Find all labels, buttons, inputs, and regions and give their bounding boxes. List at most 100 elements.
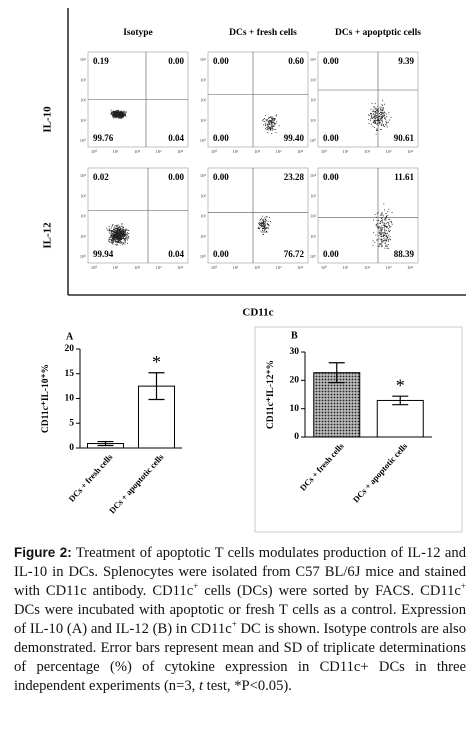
axis-tick-label: 10⁴ (297, 149, 304, 154)
event-dot (125, 113, 126, 115)
event-dot (381, 246, 383, 248)
event-dot (379, 114, 381, 116)
event-dot (124, 115, 126, 117)
event-dot (264, 227, 266, 229)
event-dot (272, 117, 274, 119)
event-dot (112, 112, 114, 114)
event-dot (384, 219, 386, 221)
column-header: DCs + apoptptic cells (335, 28, 421, 38)
event-dot (125, 237, 127, 239)
event-dot (388, 112, 390, 114)
event-dot (378, 119, 379, 121)
event-dot (381, 110, 383, 112)
event-dot (120, 239, 122, 241)
event-dot (389, 226, 391, 228)
event-dot (113, 235, 115, 237)
event-dot (388, 228, 390, 230)
quadrant-value: 0.04 (168, 249, 184, 259)
event-dot (268, 121, 270, 123)
event-dot (128, 236, 130, 237)
event-dot (120, 115, 122, 117)
event-dot (109, 232, 111, 234)
event-dot (373, 232, 375, 234)
event-dot (123, 229, 125, 231)
event-dot (381, 119, 383, 121)
event-dot (115, 241, 117, 243)
event-dot (373, 116, 375, 118)
event-dot (384, 226, 386, 228)
event-dot (273, 128, 275, 130)
event-dot (116, 114, 118, 115)
event-dot (113, 111, 115, 113)
event-dot (115, 115, 117, 117)
event-dot (371, 116, 373, 117)
event-dot (378, 245, 380, 247)
event-dot (119, 115, 121, 117)
event-dot (124, 243, 126, 245)
event-dot (121, 116, 123, 118)
event-dot (381, 108, 383, 110)
event-dot (276, 121, 278, 123)
event-dot (118, 229, 120, 231)
axis-tick-label: 10² (254, 149, 261, 154)
event-dot (383, 239, 385, 241)
event-dot (122, 227, 124, 229)
event-dot (383, 235, 384, 237)
event-dot (115, 235, 117, 237)
event-dot (113, 234, 115, 236)
event-dot (381, 104, 383, 106)
event-dot (381, 116, 383, 118)
event-dot (113, 237, 115, 239)
axis-tick-label: 10⁴ (177, 265, 184, 270)
event-dot (374, 111, 376, 113)
event-dot (110, 236, 112, 238)
event-dot (380, 239, 382, 241)
event-dot (377, 238, 379, 240)
event-dot (386, 227, 388, 229)
event-dot (119, 111, 121, 113)
event-dot (382, 224, 384, 226)
event-dot (125, 236, 127, 238)
event-dot (263, 117, 265, 119)
event-dot (386, 226, 388, 228)
event-dot (127, 237, 129, 239)
panel-frame (87, 167, 189, 264)
event-dot (121, 237, 123, 239)
event-dot (380, 109, 382, 111)
event-dot (120, 235, 122, 236)
event-dot (119, 233, 121, 235)
event-dot (387, 232, 388, 234)
y-tick-label: 10 (65, 394, 75, 404)
event-dot (120, 110, 122, 112)
y-tick-label: 30 (290, 347, 300, 357)
event-dot (119, 230, 121, 232)
event-dot (120, 112, 122, 114)
event-dot (114, 238, 116, 240)
axis-tick-label: 10¹ (310, 118, 317, 123)
event-dot (117, 232, 119, 234)
axis-tick-label: 10¹ (233, 149, 240, 154)
event-dot (116, 236, 118, 238)
event-dot (117, 224, 119, 226)
event-dot (378, 108, 380, 110)
event-dot (385, 226, 387, 228)
event-dot (122, 230, 124, 232)
event-dot (119, 235, 121, 237)
event-dot (270, 120, 272, 122)
event-dot (112, 243, 114, 245)
event-dot (267, 129, 269, 131)
event-dot (121, 230, 123, 232)
event-dot (382, 239, 384, 241)
event-dot (261, 219, 263, 221)
event-dot (378, 121, 380, 123)
event-dot (121, 117, 123, 119)
event-dot (113, 232, 115, 233)
event-dot (122, 242, 124, 244)
event-dot (264, 229, 266, 231)
axis-tick-label: 10² (80, 98, 87, 103)
event-dot (113, 238, 115, 240)
event-dot (390, 239, 392, 241)
event-dot (124, 238, 126, 240)
event-dot (377, 125, 379, 127)
event-dot (120, 229, 121, 231)
